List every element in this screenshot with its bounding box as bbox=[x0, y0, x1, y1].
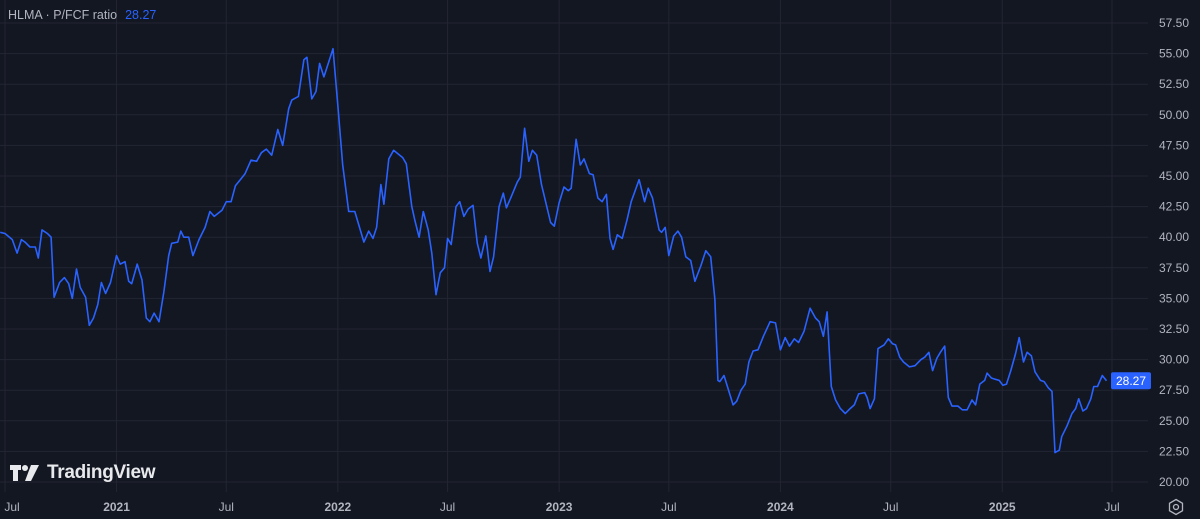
y-tick-label: 25.00 bbox=[1159, 414, 1189, 428]
y-tick-label: 52.50 bbox=[1159, 77, 1189, 91]
x-tick-label: Jul bbox=[219, 500, 234, 514]
legend-last-value: 28.27 bbox=[125, 8, 157, 22]
y-tick-label: 37.50 bbox=[1159, 261, 1189, 275]
legend-symbol-name: HLMA bbox=[8, 8, 43, 22]
x-tick-label: 2022 bbox=[324, 500, 351, 514]
y-tick-label: 45.00 bbox=[1159, 169, 1189, 183]
x-tick-label: Jul bbox=[4, 500, 19, 514]
last-value-text: 28.27 bbox=[1116, 374, 1146, 388]
y-tick-label: 20.00 bbox=[1159, 475, 1189, 489]
gear-icon[interactable] bbox=[1167, 498, 1185, 516]
legend-metric: P/FCF ratio bbox=[53, 8, 118, 22]
time-axis[interactable]: Jul 2021 Jul 2022 Jul 2023 Jul 2024 Jul 2025 Jul bbox=[4, 500, 1119, 514]
y-tick-label: 57.50 bbox=[1159, 16, 1189, 30]
y-tick-label: 35.00 bbox=[1159, 291, 1189, 305]
last-value-label: 28.27 bbox=[1111, 372, 1151, 390]
y-tick-label: 40.00 bbox=[1159, 230, 1189, 244]
grid bbox=[0, 0, 1148, 492]
legend-separator: · bbox=[45, 8, 50, 22]
y-tick-label: 27.50 bbox=[1159, 383, 1189, 397]
x-tick-label: 2024 bbox=[767, 500, 794, 514]
y-tick-label: 42.50 bbox=[1159, 200, 1189, 214]
x-tick-label: 2021 bbox=[103, 500, 130, 514]
price-axis[interactable]: 57.50 55.00 52.50 50.00 47.50 45.00 42.50 40.00… bbox=[1159, 16, 1189, 489]
legend-symbol: HLMA · P/FCF ratio bbox=[8, 8, 117, 22]
x-tick-label: 2025 bbox=[989, 500, 1016, 514]
tradingview-logo-icon bbox=[10, 465, 39, 481]
x-tick-label: Jul bbox=[440, 500, 455, 514]
x-tick-label: Jul bbox=[661, 500, 676, 514]
y-tick-label: 32.50 bbox=[1159, 322, 1189, 336]
y-tick-label: 47.50 bbox=[1159, 138, 1189, 152]
chart-legend[interactable]: HLMA · P/FCF ratio 28.27 bbox=[8, 8, 156, 22]
y-tick-label: 22.50 bbox=[1159, 444, 1189, 458]
x-tick-label: Jul bbox=[883, 500, 898, 514]
x-tick-label: Jul bbox=[1104, 500, 1119, 514]
series-points bbox=[0, 48, 1107, 453]
logo-text: TradingView bbox=[47, 462, 156, 483]
y-tick-label: 30.00 bbox=[1159, 353, 1189, 367]
series-line-pfcf bbox=[0, 47, 1108, 454]
y-tick-label: 50.00 bbox=[1159, 108, 1189, 122]
tradingview-logo[interactable]: TradingView bbox=[10, 462, 156, 484]
x-tick-label: 2023 bbox=[546, 500, 573, 514]
y-tick-label: 55.00 bbox=[1159, 47, 1189, 61]
